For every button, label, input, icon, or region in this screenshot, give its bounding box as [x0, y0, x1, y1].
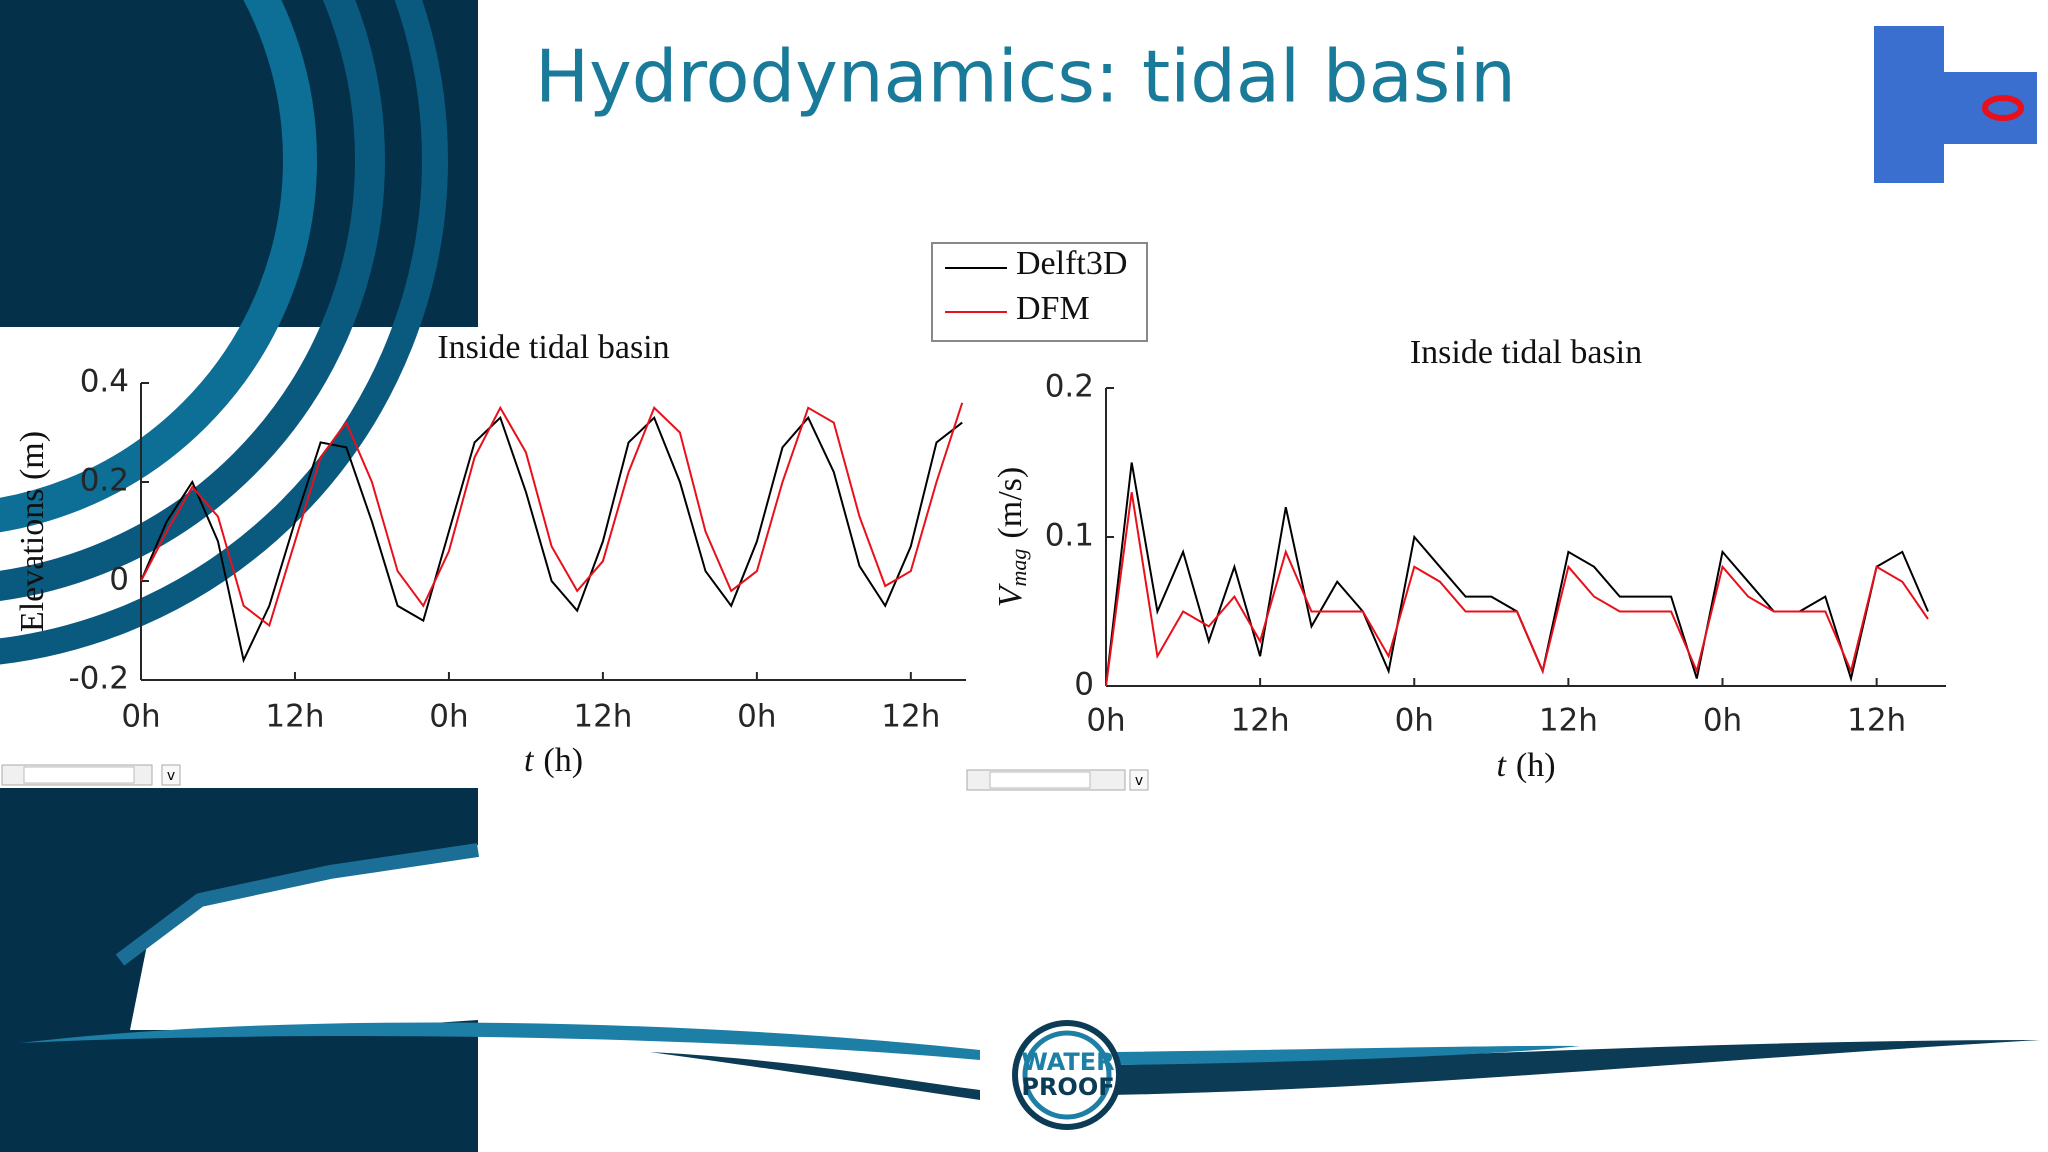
label-part: (m/s) [992, 467, 1029, 539]
x-tick-label: 0h [429, 699, 468, 735]
legend-label: DFM [1016, 290, 1090, 327]
x-tick-label: 0h [1395, 703, 1434, 739]
x-tick-label: 0h [121, 699, 160, 735]
bottom-left-panel [0, 788, 480, 1152]
scrollbar-button[interactable]: v [1135, 773, 1143, 789]
y-axis-label: Elevations (m) [14, 431, 51, 632]
chart-title: Inside tidal basin [1410, 334, 1642, 371]
y-axis-label: Vmag(m/s) [992, 467, 1031, 607]
logo-text: PROOF [1021, 1073, 1114, 1101]
x-tick-label: 12h [265, 699, 324, 735]
slide-title: Hydrodynamics: tidal basin [535, 35, 1516, 119]
y-tick-label: 0.4 [80, 364, 129, 400]
label-part: mag [1006, 549, 1031, 587]
y-tick-label: 0.2 [80, 463, 129, 499]
series-line [1105, 462, 1929, 687]
x-tick-label: 12h [573, 699, 632, 735]
series-line [140, 402, 964, 628]
logo-text: WATER [1021, 1048, 1114, 1076]
series-line [140, 415, 963, 664]
legend: Delft3D DFM [931, 242, 1148, 342]
y-tick-label: 0 [109, 562, 129, 598]
x-tick-label: 0h [1703, 703, 1742, 739]
y-tick-label: 0.2 [1045, 369, 1094, 405]
scrollbar[interactable]: v [966, 769, 1149, 791]
top-left-panel [0, 0, 478, 665]
scrollbar[interactable]: v [1, 764, 181, 786]
label-part: (h) [1516, 747, 1556, 784]
scrollbar-button[interactable]: v [167, 768, 175, 784]
label-part: t [524, 742, 535, 779]
x-tick-label: 0h [1086, 703, 1125, 739]
wave-decoration: WATER PROOF [20, 1020, 2040, 1130]
x-tick-label: 12h [1539, 703, 1598, 739]
x-tick-label: 0h [737, 699, 776, 735]
x-axis-label: t (h) [1496, 747, 1555, 784]
x-tick-label: 12h [881, 699, 940, 735]
x-tick-label: 12h [1231, 703, 1290, 739]
x-tick-label: 12h [1847, 703, 1906, 739]
corner-logo [1874, 26, 2037, 183]
label-part: (h) [543, 742, 583, 779]
y-tick-label: 0 [1074, 667, 1094, 703]
y-tick-label: 0.1 [1045, 518, 1094, 554]
chart-title: Inside tidal basin [437, 329, 669, 366]
legend-label: Delft3D [1016, 245, 1127, 282]
series-line [1105, 492, 1929, 687]
y-tick-label: -0.2 [69, 661, 130, 697]
x-axis-label: t (h) [524, 742, 583, 779]
label-part: t [1496, 747, 1507, 784]
